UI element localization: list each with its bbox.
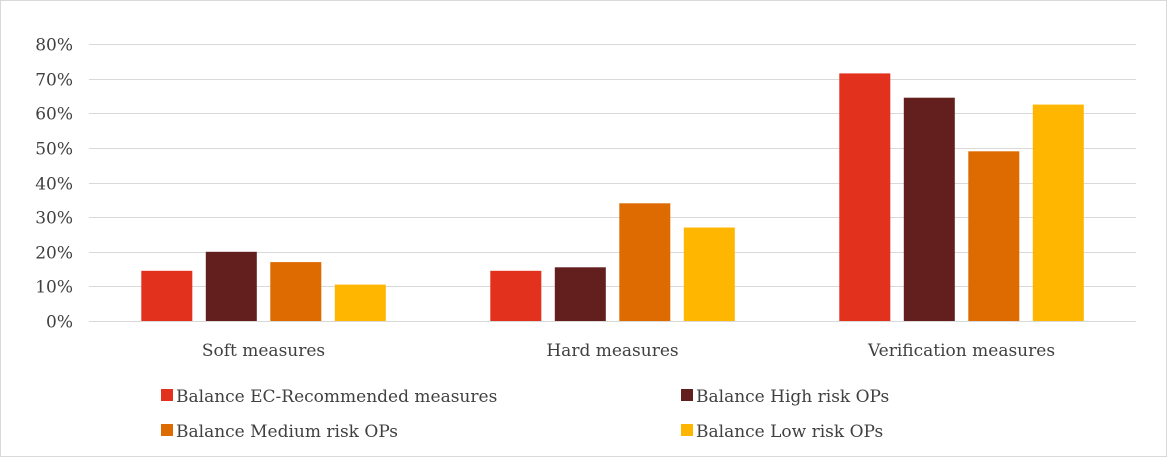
legend-item: Balance Low risk OPs	[681, 422, 883, 442]
bar-3-1	[839, 73, 891, 322]
bar-2-4	[683, 227, 735, 321]
legend-swatch	[681, 424, 693, 436]
y-tick-label: 70%	[35, 71, 73, 91]
x-category-label: Verification measures	[867, 341, 1055, 361]
y-tick-label: 10%	[35, 278, 73, 298]
legend-swatch	[161, 424, 173, 436]
y-tick-label: 80%	[35, 36, 73, 56]
bar-1-1	[141, 270, 193, 321]
y-tick-label: 40%	[35, 175, 73, 195]
legend-item: Balance High risk OPs	[681, 387, 889, 407]
legend-item: Balance Medium risk OPs	[161, 422, 398, 442]
bar-2-3	[619, 203, 671, 321]
y-tick-label: 60%	[35, 105, 73, 125]
y-tick-label: 30%	[35, 209, 73, 229]
y-axis-tick-labels: 0% 10% 20% 30% 40% 50% 60% 70% 80%	[35, 36, 73, 333]
bar-3-4	[1032, 104, 1084, 321]
x-axis-category-labels: Soft measures Hard measures Verification m…	[202, 341, 1055, 361]
legend-label: Balance EC-Recommended measures	[176, 387, 497, 407]
bar-3-2	[903, 97, 955, 321]
legend: Balance EC-Recommended measures Balance H…	[161, 387, 889, 442]
legend-label: Balance Medium risk OPs	[176, 422, 398, 442]
legend-item: Balance EC-Recommended measures	[161, 387, 497, 407]
legend-swatch	[681, 389, 693, 401]
bar-1-2	[205, 251, 257, 322]
x-category-label: Hard measures	[546, 341, 678, 361]
legend-swatch	[161, 389, 173, 401]
bars	[141, 73, 1084, 322]
y-tick-label: 50%	[35, 140, 73, 160]
bar-1-4	[334, 284, 386, 321]
bar-2-1	[490, 270, 542, 321]
y-tick-label: 20%	[35, 244, 73, 264]
gridlines	[89, 44, 1136, 287]
bar-1-3	[270, 262, 322, 321]
bar-3-3	[968, 151, 1020, 321]
x-category-label: Soft measures	[202, 341, 325, 361]
bar-2-2	[554, 267, 606, 321]
legend-label: Balance Low risk OPs	[696, 422, 883, 442]
y-tick-label: 0%	[46, 313, 73, 333]
legend-label: Balance High risk OPs	[696, 387, 889, 407]
